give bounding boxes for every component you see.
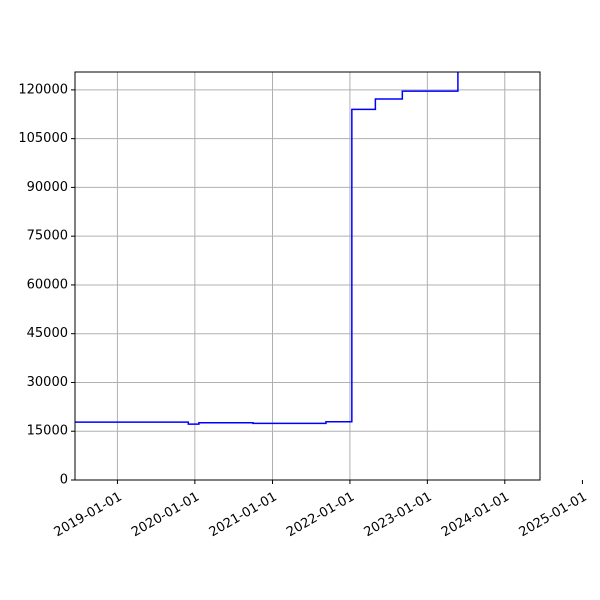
y-tick-label: 30000 [27,375,68,390]
x-tick-label: 2019-01-01 [52,489,125,540]
series-layer [75,72,459,425]
y-tick-label: 105000 [18,131,68,146]
x-tick-label: 2022-01-01 [284,489,357,540]
y-tick-label: 75000 [27,229,68,244]
plot-frame [74,71,541,481]
x-axis: 2019-01-01 2020-01-01 2021-01-01 2022-01-01… [52,480,590,540]
y-tick-label: 15000 [27,424,68,439]
y-tick-label: 90000 [27,180,68,195]
x-tick-label: 2020-01-01 [129,489,202,540]
grid-lines [75,72,540,481]
plot-background [75,72,540,480]
y-axis: 0 15000 30000 45000 60000 75000 90000 105000 120… [18,82,75,488]
y-tick-label: 45000 [27,326,68,341]
x-tick-label: 2024-01-01 [439,489,512,540]
x-tick-label: 2023-01-01 [362,489,435,540]
x-tick-label: 2025-01-01 [517,489,590,540]
y-tick-label: 0 [60,473,68,488]
y-tick-label: 60000 [27,277,68,292]
y-tick-label: 120000 [18,82,68,97]
x-tick-label: 2021-01-01 [207,489,280,540]
series-line [75,72,459,425]
